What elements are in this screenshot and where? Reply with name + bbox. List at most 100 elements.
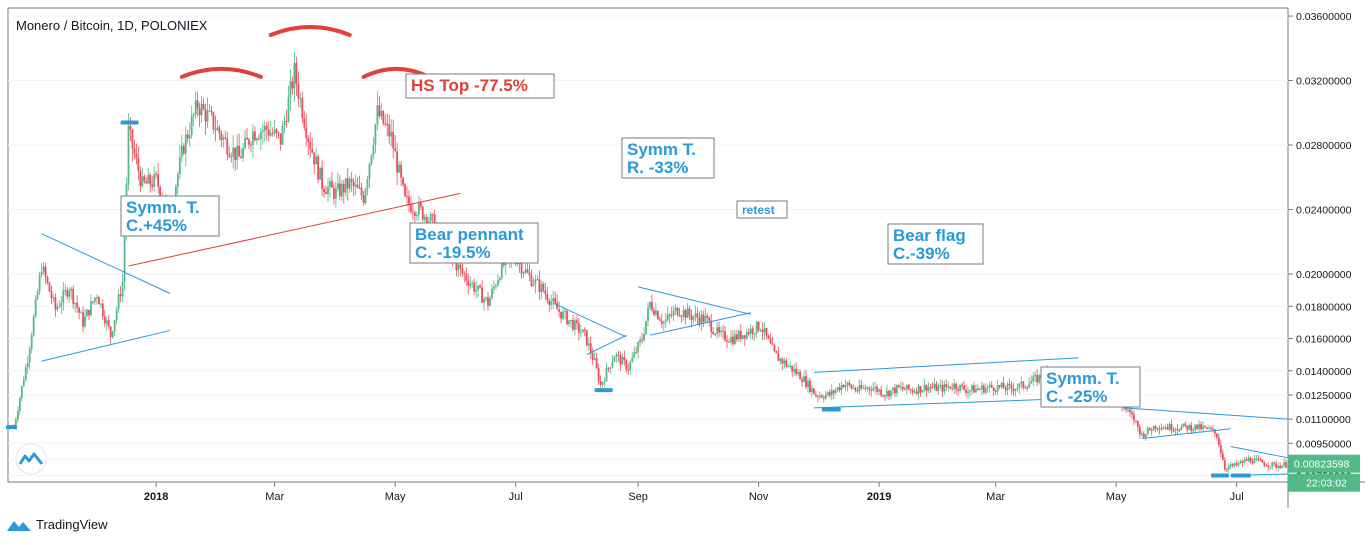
candle-body xyxy=(611,361,614,368)
tradingview-brand[interactable]: TradingView xyxy=(6,517,108,532)
left-shoulder-arc xyxy=(179,66,263,79)
candle-body xyxy=(496,280,499,286)
candle-body xyxy=(951,388,954,390)
candle-body xyxy=(350,178,353,182)
candle-body xyxy=(338,183,341,197)
candle-body xyxy=(530,275,533,286)
candle-body xyxy=(700,314,703,324)
candle-body xyxy=(495,285,497,287)
candle-body xyxy=(1255,458,1258,460)
candle-body xyxy=(84,316,86,327)
candle-body xyxy=(1180,426,1183,430)
candle-body xyxy=(1034,375,1037,377)
candle-body xyxy=(872,388,875,391)
candle-body xyxy=(64,289,67,291)
candle-body xyxy=(1285,462,1287,468)
candle-body xyxy=(311,148,314,153)
price-axis[interactable]: 0.03600000 0.03200000 0.02800000 0.02400000… xyxy=(1288,11,1352,483)
candle-body xyxy=(184,134,187,154)
candle-body xyxy=(935,383,938,391)
candle-body xyxy=(252,131,254,146)
x-tick-label: May xyxy=(385,491,406,503)
candle-body xyxy=(619,354,622,365)
candle-body xyxy=(317,156,320,180)
candle-body xyxy=(664,319,667,323)
candle-body xyxy=(323,188,325,193)
candle-body xyxy=(767,335,770,339)
candle-body xyxy=(1168,424,1171,430)
candle-body xyxy=(1198,423,1201,429)
candle-body xyxy=(259,132,262,139)
candle-body xyxy=(1217,437,1220,445)
candle-body xyxy=(62,290,65,303)
candle-body xyxy=(556,302,559,310)
candle-body xyxy=(607,368,610,370)
candle-body xyxy=(992,387,995,391)
candle-body xyxy=(196,100,199,109)
candle-body xyxy=(1014,389,1017,392)
candle-body xyxy=(728,341,730,343)
candle-body xyxy=(973,385,975,393)
candle-body xyxy=(688,308,691,316)
candle-body xyxy=(319,167,321,180)
candle-body xyxy=(74,302,77,304)
candle-body xyxy=(971,385,973,391)
candle-body xyxy=(406,196,408,198)
candle-body xyxy=(911,389,914,393)
candle-body xyxy=(412,212,414,214)
annotation-label: C.-39% xyxy=(893,244,950,263)
candle-body xyxy=(945,384,948,387)
candle-body xyxy=(242,147,244,159)
x-tick-label: Mar xyxy=(265,491,284,503)
candle-body xyxy=(526,269,529,273)
candle-body xyxy=(15,419,17,428)
candle-body xyxy=(376,105,379,125)
candle-body xyxy=(615,354,618,357)
candle-body xyxy=(522,272,525,274)
y-tick-label: 0.03200000 xyxy=(1296,76,1352,88)
candle-body xyxy=(72,288,75,304)
candle-body xyxy=(682,310,685,317)
time-axis[interactable]: 2018 Mar May Jul Sep Nov 2019 Mar May Jul xyxy=(144,482,1244,503)
candle-body xyxy=(994,390,997,392)
candle-body xyxy=(595,358,598,368)
candle-body xyxy=(641,339,643,341)
candle-body xyxy=(250,144,252,146)
candle-body xyxy=(463,273,466,275)
candle-body xyxy=(1152,425,1155,431)
candle-body xyxy=(1140,433,1143,435)
candle-body xyxy=(340,183,343,197)
candle-body xyxy=(844,385,847,388)
candle-body xyxy=(50,291,53,299)
candle-body xyxy=(1129,409,1131,413)
target-marker xyxy=(594,388,613,393)
candle-body xyxy=(629,362,632,370)
annotation-box xyxy=(409,222,539,264)
candle-body xyxy=(175,186,177,202)
x-tick-label: May xyxy=(1106,491,1127,503)
zoom-icon[interactable] xyxy=(15,443,47,475)
candle-body xyxy=(832,390,835,393)
candle-body xyxy=(538,279,541,293)
candle-body xyxy=(1259,459,1262,461)
candle-body xyxy=(1200,423,1202,430)
candle-body xyxy=(238,145,241,157)
candle-body xyxy=(356,184,359,188)
candle-body xyxy=(303,118,306,128)
candle-body xyxy=(815,394,817,397)
candle-body xyxy=(548,300,551,305)
candle-body xyxy=(1160,427,1163,430)
candle-body xyxy=(269,132,272,136)
y-tick-label: 0.02400000 xyxy=(1296,205,1352,217)
candle-body xyxy=(390,131,393,137)
candle-body xyxy=(398,164,401,173)
candle-body xyxy=(613,356,616,362)
annotation-label: Symm T. xyxy=(627,140,696,159)
candle-body xyxy=(980,385,983,390)
candle-body xyxy=(224,137,227,139)
candle-body xyxy=(811,388,813,393)
y-tick-label: 0.02000000 xyxy=(1296,269,1352,281)
candle-body xyxy=(755,321,758,334)
candle-body xyxy=(386,123,389,125)
candle-body xyxy=(870,389,873,391)
